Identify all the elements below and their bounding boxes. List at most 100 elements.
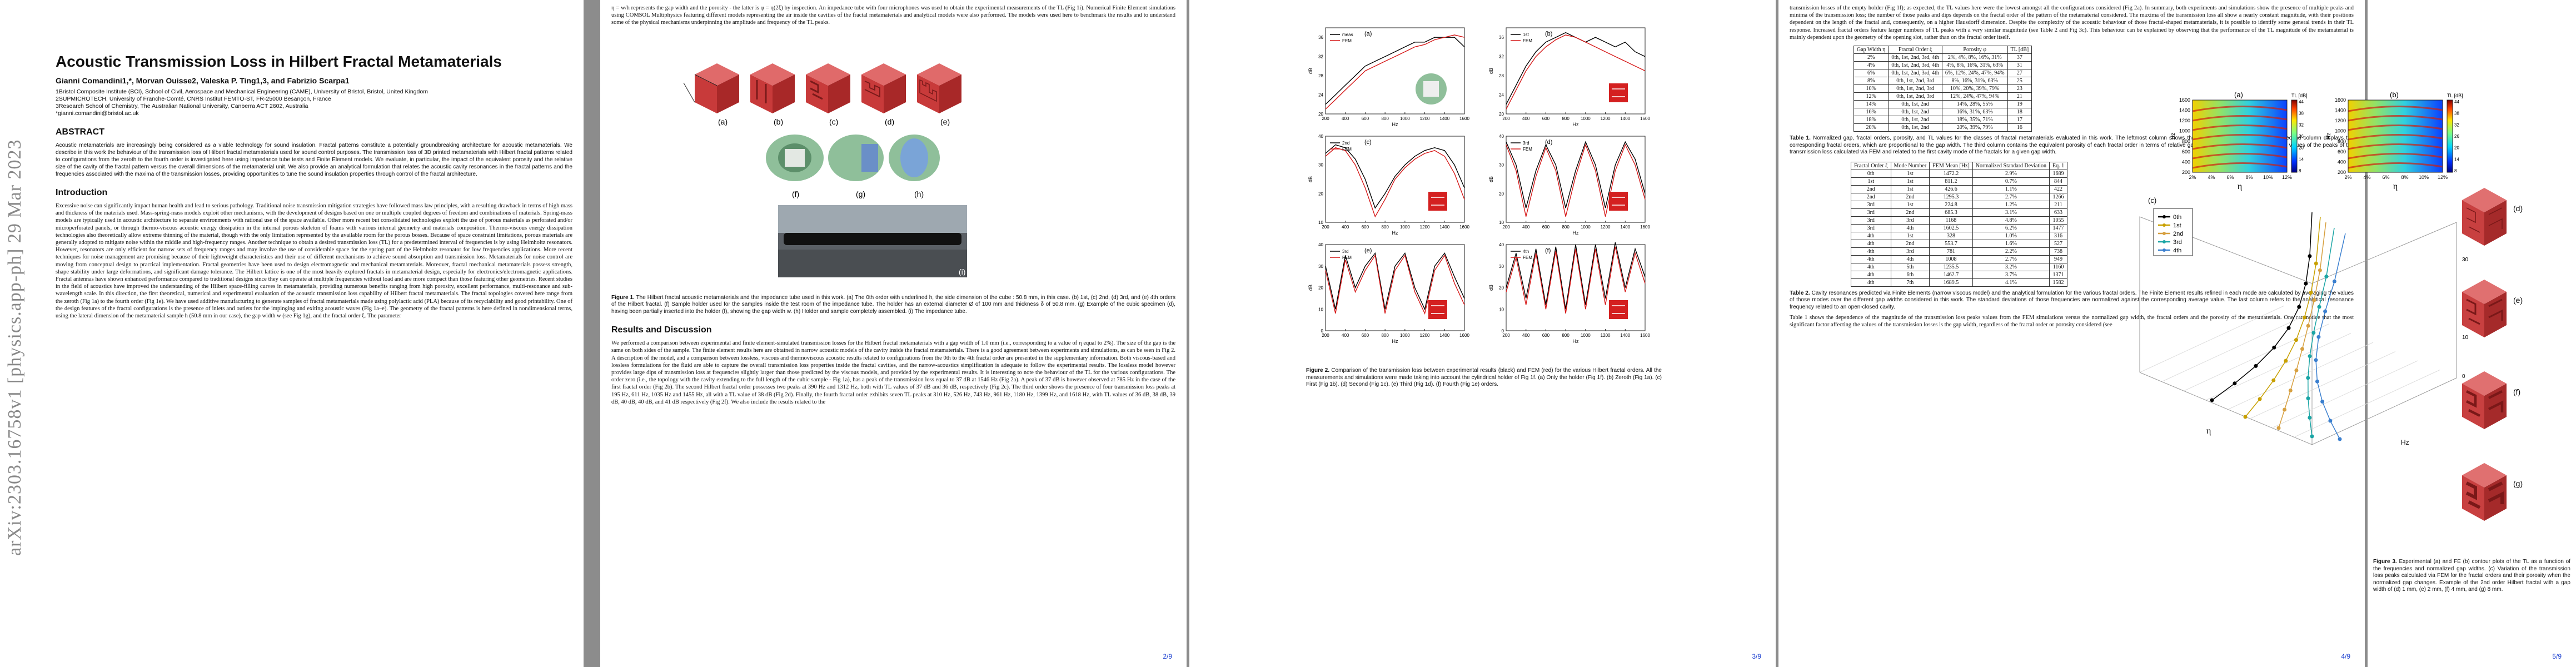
fig1-label-b: (b) <box>774 117 783 126</box>
table-cell: 1235.5 <box>1929 262 1973 271</box>
table-cell: 1266 <box>2049 192 2068 201</box>
table-cell: 2.9% <box>1972 169 2050 178</box>
x-tick-label: 1400 <box>1439 333 1449 338</box>
table-row: 2nd 2nd 1295.3 2.7% 1266 <box>1851 192 2068 201</box>
table-header-cell: Porosity φ <box>1941 46 2008 54</box>
table-row: 4th 2nd 553.7 1.6% 527 <box>1851 239 2068 248</box>
table-1-caption: Table 1. Normalized gap, fractal orders,… <box>1790 135 2354 156</box>
chart-frame <box>1325 244 1465 331</box>
table-cell: 0th, 1st, 2nd <box>1888 108 1942 117</box>
table-cell: 20%, 39%, 79% <box>1941 123 2008 132</box>
y-tick-label: 28 <box>1499 73 1504 78</box>
table-cell: 2nd <box>1851 192 1891 201</box>
introduction-text: Excessive noise can significantly impact… <box>56 203 572 320</box>
table-cell: 1160 <box>2049 262 2068 271</box>
x-tick-label: 1400 <box>1620 225 1630 230</box>
fig1-label-f: (f) <box>792 190 799 198</box>
sample-inset-pattern <box>1612 197 1625 206</box>
heatmap-ridge <box>2348 153 2443 160</box>
heatmap-a: 200 400 600 800 1000 1200 1400 1600 2% 4% 6% 8% 10% 1… <box>2170 91 2308 191</box>
figure-1: (a) (b) (c) (d) (e) (f) (g) <box>683 63 967 277</box>
x-tick-label: 1600 <box>1640 116 1650 121</box>
x-tick-label: 400 <box>1342 333 1349 338</box>
sample-inset-pattern <box>1612 305 1625 314</box>
sample-inset-icon <box>1428 300 1447 319</box>
series-curve <box>2278 222 2326 429</box>
table-cell: 3rd <box>1851 216 1891 225</box>
y-tick-label: 30 <box>1499 163 1504 168</box>
heatmap-ridge <box>2192 143 2288 150</box>
table-cell: 37 <box>2007 53 2032 62</box>
x-tick-label: 200 <box>1322 333 1329 338</box>
table-cell: 685.3 <box>1929 208 1973 217</box>
colorbar-tick: 26 <box>2299 134 2304 139</box>
series-line-measured <box>1506 242 1646 310</box>
table-cell: 19 <box>2007 100 2032 109</box>
x-tick-label: 400 <box>1522 333 1530 338</box>
x-tick-label: 6% <box>2382 175 2389 180</box>
y-axis-label: Hz <box>2326 133 2332 140</box>
colorbar-tick: 38 <box>2299 111 2304 116</box>
x-tick-label: 12% <box>2438 175 2448 180</box>
page2-top-text: η = w/h represents the gap width and the… <box>611 5 1175 26</box>
x-tick-label: 800 <box>1562 333 1569 338</box>
fig1-label-c: (c) <box>829 117 838 126</box>
heatmap-ridge <box>2348 162 2443 169</box>
table-cell: 16% <box>1853 108 1889 117</box>
x-tick-label: 600 <box>1362 333 1369 338</box>
table-cell: 0th, 1st, 2nd, 3rd <box>1888 77 1942 86</box>
x-tick-label: 200 <box>1322 116 1329 121</box>
x-tick-label: 1000 <box>1581 225 1591 230</box>
colorbar-tick: 8 <box>2299 168 2301 173</box>
table-row: 16% 0th, 1st, 2nd 16%, 31%, 63% 18 <box>1853 108 2032 117</box>
table-cell: 3rd <box>1890 247 1930 256</box>
table-cell: 422 <box>2049 185 2068 193</box>
z-tick-label: 0 <box>2462 374 2465 380</box>
legend-entry: 2nd <box>1342 141 1349 146</box>
x-tick-label: 1200 <box>1420 116 1430 121</box>
fig1-label-e: (e) <box>940 117 950 126</box>
table-cell: 23 <box>2007 84 2032 93</box>
x-axis-label: Hz <box>1573 339 1579 344</box>
y-tick-label: 1400 <box>2179 108 2190 113</box>
y-tick-label: 800 <box>2338 138 2346 144</box>
x-tick-label: 800 <box>1562 225 1569 230</box>
panel-label: (a) <box>1364 31 1372 37</box>
panel-label: (c) <box>1364 139 1372 146</box>
series-line-measured <box>1325 144 1465 209</box>
affiliation: 2SUPMICROTECH, University of Franche-Com… <box>56 96 331 102</box>
abstract-heading: ABSTRACT <box>56 127 104 137</box>
table-cell: 2%, 4%, 8%, 16%, 31% <box>1941 53 2008 62</box>
y-tick-label: 40 <box>1499 242 1504 247</box>
table-cell: 3rd <box>1851 223 1891 232</box>
table-1: Gap Width η Fractal Order ξ Porosity φ TL [… <box>1853 46 2032 132</box>
y-tick-label: 1000 <box>2335 128 2346 134</box>
x-tick-label: 800 <box>1381 333 1389 338</box>
sample-inset-pattern <box>1431 305 1444 314</box>
table-row: 4th 3rd 781 2.2% 738 <box>1851 247 2068 256</box>
table-cell: 8%, 16%, 31%, 63% <box>1941 77 2008 86</box>
x-tick-label: 200 <box>1502 225 1510 230</box>
table-cell: 0th, 1st, 2nd, 3rd, 4th <box>1888 53 1942 62</box>
x-tick-label: 2% <box>2189 175 2196 180</box>
y-tick-label: 10 <box>1499 220 1504 225</box>
x-tick-label: 1400 <box>1620 333 1630 338</box>
table-row: 4% 0th, 1st, 2nd, 3rd, 4th 4%, 8%, 16%, 31… <box>1853 61 2032 70</box>
page4-top-text: transmission losses of the empty holder … <box>1790 5 2354 41</box>
figure-2-caption: Figure 2. Comparison of the transmission… <box>1306 367 1662 387</box>
legend-entry: FEM <box>1342 255 1352 260</box>
y-tick-label: 20 <box>1318 286 1323 291</box>
x-tick-label: 1000 <box>1400 333 1410 338</box>
table-cell: 211 <box>2049 200 2068 209</box>
x-tick-label: 1600 <box>1459 333 1469 338</box>
table-cell: 426.6 <box>1929 185 1973 193</box>
y-tick-label: 40 <box>1318 242 1323 247</box>
table-cell: 1st <box>1890 169 1930 178</box>
y-tick-label: 30 <box>1318 264 1323 269</box>
y-tick-label: 28 <box>1318 73 1323 78</box>
table-2: Fractal Order ξ Mode Number FEM Mean [Hz] N… <box>1851 161 2068 287</box>
page4-bottom-text: Table 1 shows the dependence of the magn… <box>1790 315 2354 328</box>
x-tick-label: 800 <box>1381 225 1389 230</box>
heatmap-ridge <box>2348 125 2443 131</box>
y-tick-label: 0 <box>1502 328 1504 334</box>
